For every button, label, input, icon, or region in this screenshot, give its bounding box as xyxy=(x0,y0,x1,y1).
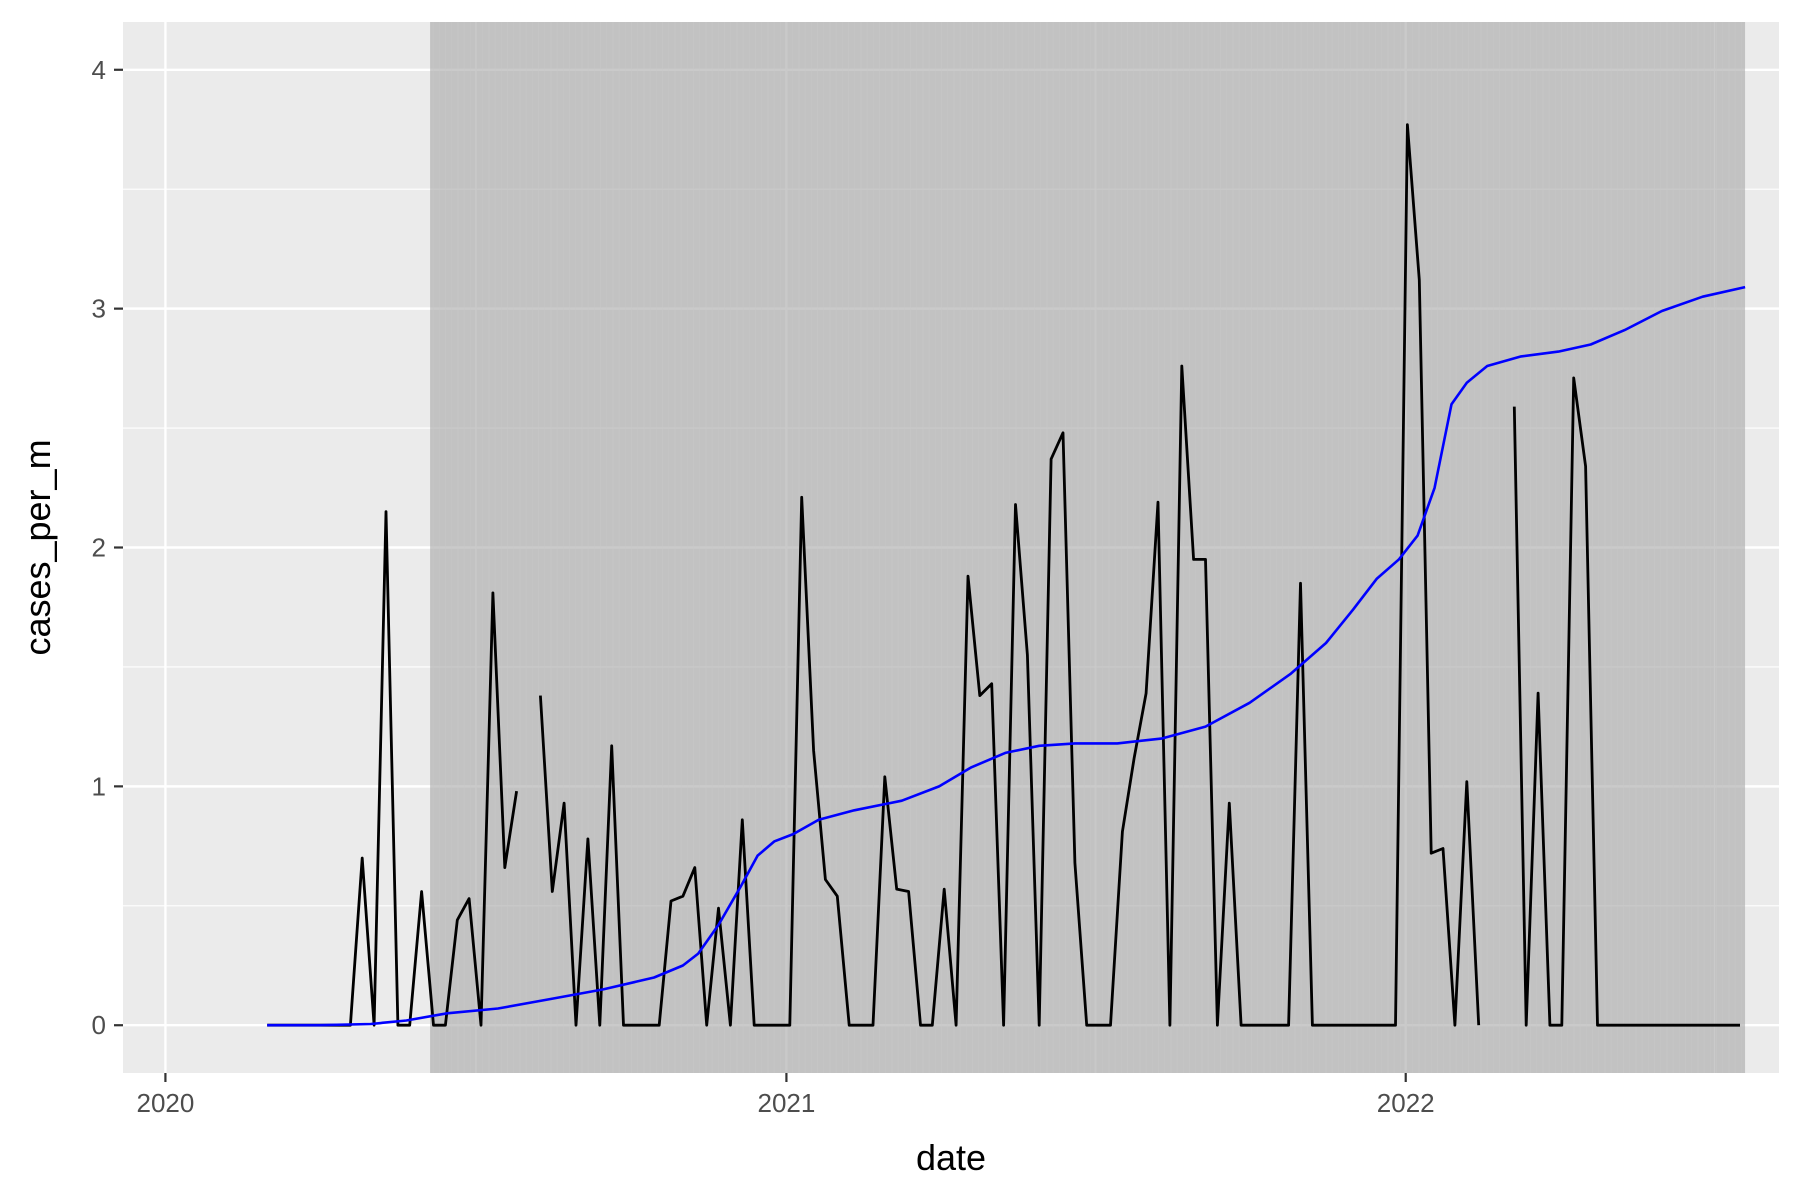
y-tick-label: 2 xyxy=(92,533,106,563)
y-tick-label: 0 xyxy=(92,1010,106,1040)
trend-line xyxy=(267,285,1746,1027)
x-tick-label: 2021 xyxy=(757,1088,815,1118)
axes: 0 1 2 3 4 2020 2021 2022 xyxy=(92,55,1435,1118)
shaded-period xyxy=(430,22,1746,1073)
y-axis-title: cases_per_m xyxy=(17,439,58,655)
shaded-band xyxy=(430,22,1746,1073)
y-tick-label: 1 xyxy=(92,771,106,801)
x-tick-label: 2022 xyxy=(1377,1088,1435,1118)
x-tick-label: 2020 xyxy=(136,1088,194,1118)
series-layer xyxy=(267,123,1746,1027)
y-tick-label: 3 xyxy=(92,294,106,324)
x-axis-title: date xyxy=(916,1137,986,1178)
y-tick-label: 4 xyxy=(92,55,106,85)
